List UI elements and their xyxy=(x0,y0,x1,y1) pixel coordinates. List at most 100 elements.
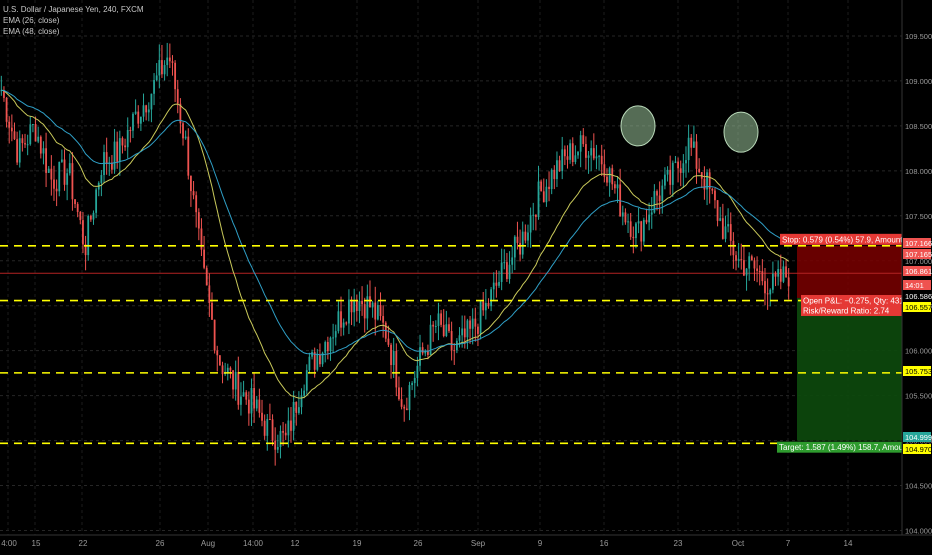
candle-body xyxy=(743,260,745,276)
candle-body xyxy=(437,313,440,327)
candle-body xyxy=(606,176,608,183)
candle-body xyxy=(677,161,679,169)
candle-body xyxy=(787,277,790,287)
axis-price-box: 106.586 xyxy=(903,291,932,301)
candle-body xyxy=(234,372,237,390)
legend: U.S. Dollar / Japanese Yen, 240, FXCM EM… xyxy=(3,4,144,37)
candle-body xyxy=(692,141,695,148)
candle-body xyxy=(735,255,737,261)
price-tick-label: 109.500 xyxy=(905,32,932,41)
candle-body xyxy=(60,159,63,162)
candle-body xyxy=(495,282,498,286)
time-tick-label: Oct xyxy=(732,539,745,548)
candle-body xyxy=(316,354,319,370)
candle-body xyxy=(716,200,719,221)
axis-price-box-bg xyxy=(903,432,931,442)
candle-body xyxy=(111,162,113,170)
candle-body xyxy=(737,259,740,261)
candle-body xyxy=(750,256,753,261)
candle-body xyxy=(229,367,232,371)
candle-body xyxy=(563,149,566,157)
candle-body xyxy=(282,431,284,433)
candle-body xyxy=(155,75,158,81)
price-tick-label: 105.500 xyxy=(905,392,932,401)
price-tick-label: 106.000 xyxy=(905,347,932,356)
candle-body xyxy=(592,148,595,159)
candle-body xyxy=(561,149,564,172)
candle-body xyxy=(95,189,98,213)
candle-body xyxy=(55,188,58,192)
candle-body xyxy=(118,138,121,162)
candle-body xyxy=(387,338,390,345)
time-tick-label: 26 xyxy=(414,539,423,548)
time-tick-label: 9 xyxy=(538,539,543,548)
candle-body xyxy=(8,121,11,128)
axis-price-box-text: 104.970 xyxy=(905,445,932,454)
candle-body xyxy=(566,156,569,160)
candle-body xyxy=(463,328,466,338)
candle-body xyxy=(521,231,524,255)
candle-body xyxy=(498,281,500,286)
candle-body xyxy=(340,311,342,328)
candle-body xyxy=(785,266,787,278)
candle-body xyxy=(200,228,203,250)
axis-price-box: 106.861 xyxy=(903,266,932,276)
axis-price-box-bg xyxy=(903,280,931,290)
candle-body xyxy=(540,181,543,192)
candle-body xyxy=(308,356,311,371)
candle-body xyxy=(777,269,780,277)
candle-body xyxy=(745,268,748,276)
candle-body xyxy=(461,328,464,336)
candle-body xyxy=(139,116,142,124)
candle-body xyxy=(585,144,587,158)
candle-body xyxy=(250,387,253,414)
candle-body xyxy=(287,420,290,436)
price-tick-label: 108.500 xyxy=(905,122,932,131)
candle-body xyxy=(421,347,424,354)
candle-body xyxy=(21,138,24,144)
candle-body xyxy=(71,163,74,200)
candle-body xyxy=(771,273,774,290)
time-tick-label: 12 xyxy=(291,539,300,548)
time-tick-label: 23 xyxy=(674,539,683,548)
price-tick-label: 104.500 xyxy=(905,482,932,491)
price-tick-label: 104.000 xyxy=(905,527,932,536)
candle-body xyxy=(13,131,16,140)
candle-body xyxy=(187,136,190,176)
candle-body xyxy=(311,352,313,357)
candle-body xyxy=(427,351,429,355)
candle-body xyxy=(479,301,482,334)
candle-body xyxy=(182,123,184,139)
candle-body xyxy=(395,351,398,388)
candle-body xyxy=(506,262,508,279)
candle-body xyxy=(453,350,456,352)
candle-body xyxy=(253,387,256,409)
candle-body xyxy=(47,168,50,173)
time-axis: 4:00 15 22 26 Aug 14:00 12 19 26 Sep 9 16 23 Oct 7 14 xyxy=(0,534,932,550)
candle-body xyxy=(221,365,224,375)
candle-body xyxy=(334,331,337,338)
candle-body xyxy=(653,191,656,213)
candle-body xyxy=(342,322,345,328)
candle-body xyxy=(545,186,548,203)
ratio-label: Risk/Reward Ratio: 2.74 xyxy=(801,304,902,316)
candle-body xyxy=(276,447,279,450)
candle-body xyxy=(58,161,61,192)
candle-body xyxy=(34,123,37,142)
candle-body xyxy=(366,296,369,319)
candle-body xyxy=(629,221,632,237)
candle-body xyxy=(305,370,308,391)
ratio-label-bg xyxy=(801,304,902,316)
candle-body xyxy=(50,168,53,180)
candle-body xyxy=(84,244,87,256)
axis-price-box-bg xyxy=(903,266,931,276)
candle-body xyxy=(442,324,445,337)
target-zone xyxy=(797,297,902,441)
candle-body xyxy=(616,184,619,189)
candle-body xyxy=(569,143,572,160)
candle-body xyxy=(642,219,645,242)
candle-body xyxy=(579,135,582,152)
time-tick-label: Aug xyxy=(201,539,215,548)
